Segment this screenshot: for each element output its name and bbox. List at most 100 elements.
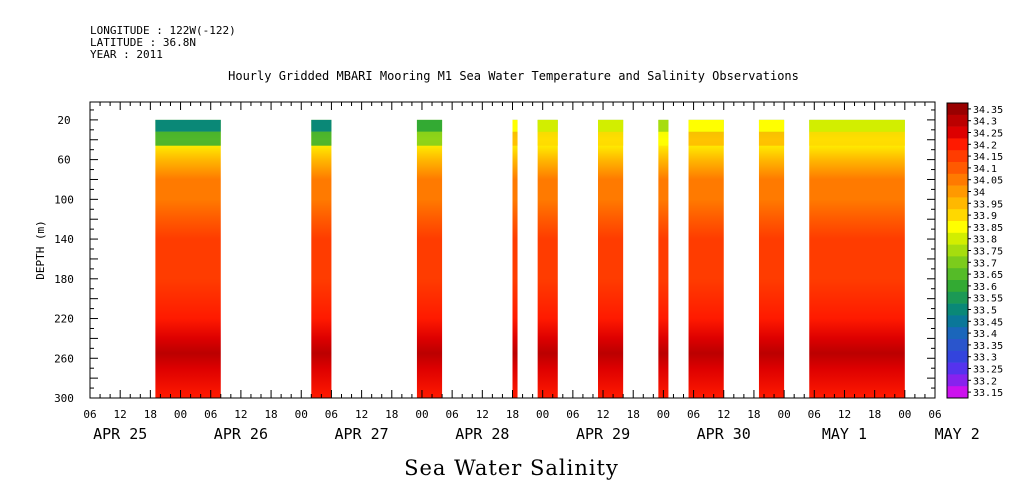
y-tick-label: 100: [54, 193, 74, 206]
y-tick-label: 220: [54, 313, 74, 326]
colorbar-swatch: [947, 374, 968, 387]
data-segment: [416, 119, 443, 398]
segment-surface-layer: [155, 119, 221, 132]
colorbar-swatch: [947, 162, 968, 175]
colorbar-label: 33.5: [973, 306, 997, 317]
colorbar-label: 34.1: [973, 164, 997, 175]
colorbar-swatch: [947, 126, 968, 139]
colorbar-swatch: [947, 232, 968, 245]
colorbar-swatch: [947, 173, 968, 186]
x-day-label: APR 28: [455, 425, 509, 443]
colorbar-label: 33.25: [973, 365, 1003, 376]
x-day-label: APR 29: [576, 425, 630, 443]
variable-title: Sea Water Salinity: [404, 456, 619, 480]
x-tick-label: 06: [446, 408, 459, 421]
colorbar-label: 33.2: [973, 376, 997, 387]
segment-profile: [311, 119, 332, 398]
colorbar-label: 33.9: [973, 211, 997, 222]
segment-transition-layer: [311, 131, 332, 146]
segment-transition-layer: [809, 131, 905, 146]
x-tick-label: 12: [234, 408, 247, 421]
data-segment: [809, 119, 905, 398]
data-segment: [688, 119, 724, 398]
x-tick-label: 12: [717, 408, 730, 421]
colorbar-label: 34: [973, 188, 985, 199]
year-label: YEAR : 2011: [90, 48, 163, 61]
colorbar-swatch: [947, 280, 968, 293]
y-tick-label: 300: [54, 392, 74, 405]
segment-transition-layer: [512, 131, 518, 146]
x-tick-label: 18: [144, 408, 157, 421]
colorbar-label: 34.05: [973, 176, 1003, 187]
colorbar-label: 33.6: [973, 282, 997, 293]
data-segment: [155, 119, 221, 398]
data-segment: [598, 119, 624, 398]
x-tick-label: 12: [596, 408, 609, 421]
colorbar-swatch: [947, 362, 968, 375]
y-tick-label: 60: [57, 154, 70, 167]
colorbar-swatch: [947, 315, 968, 328]
colorbar-swatch: [947, 114, 968, 127]
segment-profile: [155, 119, 221, 398]
colorbar-label: 34.35: [973, 105, 1003, 116]
segment-surface-layer: [311, 119, 332, 132]
colorbar-label: 33.85: [973, 223, 1003, 234]
x-tick-label: 00: [898, 408, 911, 421]
x-tick-label: 06: [204, 408, 217, 421]
colorbar-swatch: [947, 185, 968, 198]
segment-profile: [688, 119, 724, 398]
x-tick-label: 18: [747, 408, 760, 421]
segment-surface-layer: [758, 119, 785, 132]
x-tick-label: 00: [536, 408, 549, 421]
colorbar-swatch: [947, 386, 968, 399]
colorbar-label: 33.65: [973, 270, 1003, 281]
x-tick-label: 18: [385, 408, 398, 421]
plot-area: [155, 119, 905, 398]
x-day-label: MAY 1: [822, 425, 867, 443]
x-day-label: APR 25: [93, 425, 147, 443]
segment-transition-layer: [537, 131, 558, 146]
segment-transition-layer: [658, 131, 669, 146]
colorbar-label: 33.95: [973, 199, 1003, 210]
x-tick-label: 06: [928, 408, 941, 421]
y-axis-label: DEPTH (m): [34, 220, 47, 280]
segment-transition-layer: [688, 131, 724, 146]
colorbar-swatch: [947, 350, 968, 363]
colorbar-swatch: [947, 209, 968, 222]
colorbar-label: 34.15: [973, 152, 1003, 163]
data-segment: [537, 119, 558, 398]
colorbar-swatch: [947, 327, 968, 340]
segment-surface-layer: [512, 119, 518, 132]
colorbar-swatch: [947, 221, 968, 234]
x-day-label: APR 30: [697, 425, 751, 443]
x-tick-label: 18: [868, 408, 881, 421]
colorbar-swatch: [947, 268, 968, 281]
x-tick-label: 12: [838, 408, 851, 421]
x-tick-label: 06: [566, 408, 579, 421]
colorbar-swatch: [947, 103, 968, 116]
colorbar-label: 33.4: [973, 329, 997, 340]
segment-transition-layer: [155, 131, 221, 146]
colorbar-label: 33.15: [973, 388, 1003, 399]
x-tick-label: 00: [415, 408, 428, 421]
x-tick-label: 06: [83, 408, 96, 421]
data-segment: [512, 119, 518, 398]
colorbar-label: 33.3: [973, 353, 997, 364]
colorbar-label: 33.35: [973, 341, 1003, 352]
x-tick-label: 12: [355, 408, 368, 421]
colorbar-swatch: [947, 339, 968, 352]
colorbar-label: 34.25: [973, 129, 1003, 140]
segment-profile: [416, 119, 443, 398]
segment-profile: [537, 119, 558, 398]
y-tick-label: 140: [54, 233, 74, 246]
colorbar: 34.3534.334.2534.234.1534.134.053433.953…: [946, 102, 1003, 399]
longitude-label: LONGITUDE : 122W(-122): [90, 24, 236, 37]
colorbar-swatch: [947, 303, 968, 316]
x-tick-label: 00: [174, 408, 187, 421]
segment-surface-layer: [537, 119, 558, 132]
segment-profile: [512, 119, 518, 398]
y-tick-label: 20: [57, 114, 70, 127]
colorbar-swatch: [947, 138, 968, 151]
segment-profile: [809, 119, 905, 398]
segment-profile: [758, 119, 785, 398]
